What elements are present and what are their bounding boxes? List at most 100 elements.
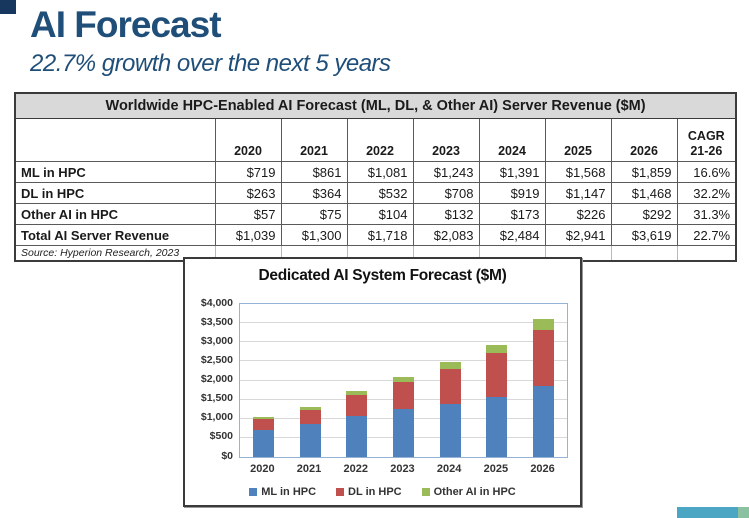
- table-col-header: 2021: [280, 118, 348, 162]
- legend-swatch-icon: [249, 488, 258, 496]
- y-tick-label: $500: [209, 430, 233, 443]
- cell-value: $1,081: [346, 161, 414, 183]
- cell-value: $2,083: [412, 224, 480, 246]
- forecast-table-container: Worldwide HPC-Enabled AI Forecast (ML, D…: [14, 92, 738, 262]
- table-body: Worldwide HPC-Enabled AI Forecast (ML, D…: [14, 92, 737, 261]
- footer-accent-bar-green: [738, 507, 749, 518]
- y-tick-label: $0: [221, 449, 233, 462]
- x-tick-label: 2021: [296, 463, 322, 475]
- table-title: Worldwide HPC-Enabled AI Forecast (ML, D…: [14, 92, 737, 119]
- stacked-bar: [346, 391, 368, 457]
- table-col-header: CAGR 21-26: [676, 118, 737, 162]
- table-corner-cell: [14, 118, 216, 162]
- bar-segment: [533, 329, 555, 386]
- table-col-header: 2026: [610, 118, 678, 162]
- bar-segment: [486, 344, 508, 354]
- legend-swatch-icon: [421, 488, 430, 496]
- row-label: Other AI in HPC: [14, 203, 216, 225]
- legend-item: DL in HPC: [336, 486, 402, 498]
- table-source: Source: Hyperion Research, 2023: [14, 245, 216, 261]
- cell-value: $861: [280, 161, 348, 183]
- table-row: DL in HPC $263 $364 $532 $708 $919 $1,147 $1,46…: [14, 182, 737, 204]
- chart-x-axis: 2020 2021 2022 2023 2024 2025 2026: [239, 463, 566, 475]
- cell-value: $364: [280, 182, 348, 204]
- chart-title: Dedicated AI System Forecast ($M): [258, 267, 507, 284]
- cell-value: 32.2%: [676, 182, 737, 204]
- cell-value: $104: [346, 203, 414, 225]
- cell-value: 22.7%: [676, 224, 737, 246]
- cell-value: $1,718: [346, 224, 414, 246]
- x-tick-label: 2025: [483, 463, 509, 475]
- cell-value: 16.6%: [676, 161, 737, 183]
- stacked-bar: [486, 344, 508, 457]
- chart-plot-area: [239, 303, 568, 458]
- gridline: [240, 341, 567, 343]
- bar-segment: [392, 377, 414, 383]
- cell-value: $226: [544, 203, 612, 225]
- bar-segment: [439, 403, 461, 457]
- y-tick-label: $4,000: [200, 296, 233, 309]
- legend-item: ML in HPC: [249, 486, 316, 498]
- table-source-empty-cell: [676, 245, 737, 261]
- cell-value: $532: [346, 182, 414, 204]
- cell-value: $1,147: [544, 182, 612, 204]
- row-label: DL in HPC: [14, 182, 216, 204]
- chart-legend: ML in HPC DL in HPC Other AI in HPC: [185, 486, 580, 498]
- x-tick-label: 2023: [390, 463, 415, 475]
- cell-value: $708: [412, 182, 480, 204]
- table-title-row: Worldwide HPC-Enabled AI Forecast (ML, D…: [14, 92, 737, 119]
- row-label: ML in HPC: [14, 161, 216, 183]
- x-tick-label: 2022: [343, 463, 368, 475]
- bar-segment: [392, 409, 414, 457]
- table-col-header: 2022: [346, 118, 414, 162]
- page-subtitle: 22.7% growth over the next 5 years: [30, 50, 391, 77]
- table-source-row: Source: Hyperion Research, 2023: [14, 245, 737, 261]
- bar-segment: [346, 395, 368, 416]
- forecast-table: Worldwide HPC-Enabled AI Forecast (ML, D…: [14, 92, 738, 262]
- corner-accent-square: [0, 0, 16, 14]
- bar-segment: [299, 410, 321, 425]
- bar-segment: [533, 385, 555, 457]
- cell-value: $75: [280, 203, 348, 225]
- bar-segment: [252, 429, 274, 457]
- legend-label: ML in HPC: [261, 486, 317, 498]
- cell-value: $1,859: [610, 161, 678, 183]
- bar-segment: [486, 397, 508, 457]
- cell-value: $132: [412, 203, 480, 225]
- legend-item: Other AI in HPC: [421, 486, 516, 498]
- table-col-header: 2024: [478, 118, 546, 162]
- stacked-bar: [439, 362, 461, 457]
- table-source-empty-cell: [610, 245, 678, 261]
- bar-segment: [252, 417, 274, 420]
- cell-value: $3,619: [610, 224, 678, 246]
- table-row: Other AI in HPC $57 $75 $104 $132 $173 $226 $29…: [14, 203, 737, 225]
- stacked-bar: [533, 318, 555, 457]
- bar-segment: [392, 382, 414, 410]
- table-col-header: 2025: [544, 118, 612, 162]
- bar-segment: [346, 415, 368, 457]
- cell-value: $719: [214, 161, 282, 183]
- bar-segment: [533, 318, 555, 330]
- bar-segment: [299, 407, 321, 411]
- y-tick-label: $2,000: [200, 373, 233, 385]
- bar-segment: [299, 424, 321, 457]
- bar-segment: [346, 391, 368, 396]
- row-label: Total AI Server Revenue: [14, 224, 216, 246]
- x-tick-label: 2020: [250, 463, 275, 475]
- cell-value: $1,391: [478, 161, 546, 183]
- table-row: Total AI Server Revenue $1,039 $1,300 $1,71…: [14, 224, 737, 246]
- y-tick-label: $2,500: [200, 353, 233, 366]
- table-header-row: 2020 2021 2022 2023 2024 2025 2026 CAGR 21-26: [14, 118, 737, 162]
- chart-panel: Dedicated AI System Forecast ($M) $0 $500…: [183, 257, 582, 507]
- cell-value: $1,300: [280, 224, 348, 246]
- cell-value: 31.3%: [676, 203, 737, 225]
- stacked-bar: [252, 417, 274, 457]
- bar-segment: [439, 362, 461, 369]
- footer-accent-bar-teal: [677, 507, 738, 518]
- x-tick-label: 2024: [436, 463, 462, 475]
- legend-swatch-icon: [336, 488, 345, 496]
- cell-value: $919: [478, 182, 546, 204]
- chart-bars: [240, 304, 567, 457]
- bar-segment: [439, 368, 461, 404]
